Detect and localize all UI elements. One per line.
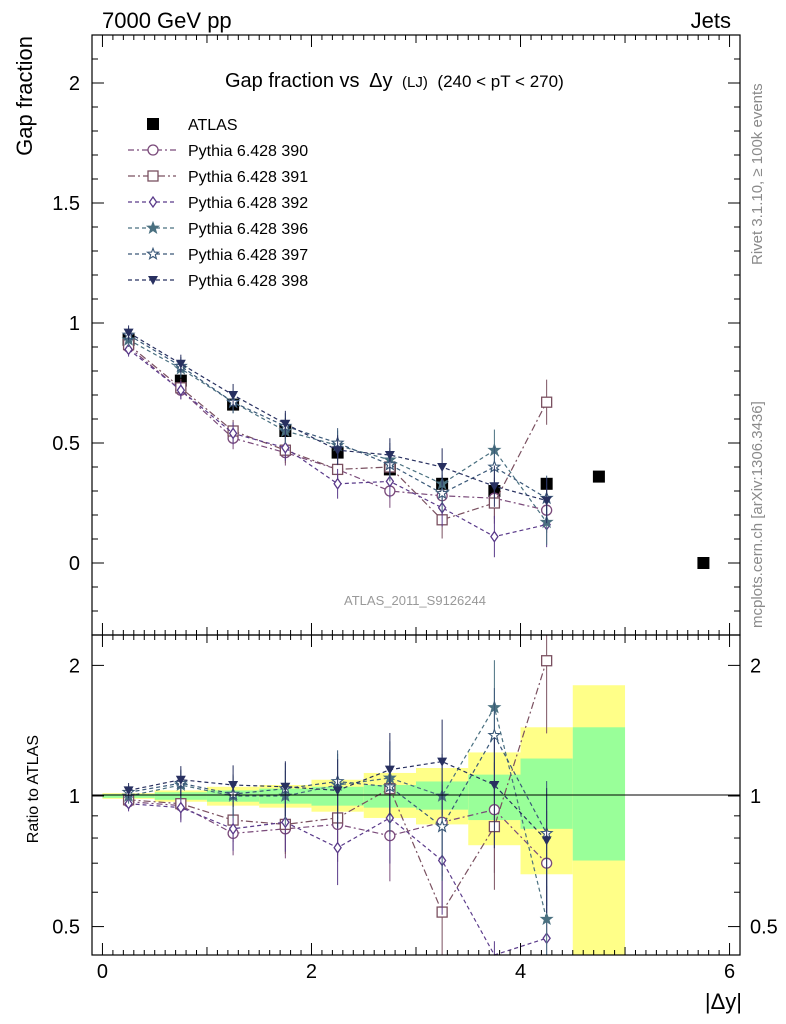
group-label: Jets [691, 8, 731, 33]
legend-entry: Pythia 6.428 392 [128, 195, 308, 212]
data-point [489, 482, 500, 492]
green-band [572, 727, 626, 861]
data-point [592, 470, 605, 483]
data-point [541, 836, 552, 846]
legend-label: Pythia 6.428 391 [188, 169, 308, 186]
data-point [333, 841, 342, 854]
data-point [539, 911, 554, 926]
data-point [384, 765, 395, 775]
legend-entry: Pythia 6.428 391 [128, 169, 308, 186]
legend-entry: Pythia 6.428 390 [128, 143, 308, 160]
x-axis-label: |Δy| [705, 989, 742, 1014]
data-point [228, 822, 238, 835]
title-delta: Δy [369, 70, 392, 92]
data-point [540, 396, 553, 408]
title-range: (240 < pT < 270) [437, 72, 563, 91]
main-series-0 [122, 333, 710, 569]
x-tick-label: 6 [724, 961, 735, 983]
data-point [123, 328, 134, 338]
analysis-id: ATLAS_2011_S9126244 [344, 593, 486, 608]
ratio-y-tick-label: 1 [69, 786, 80, 808]
main-y-axis-label: Gap fraction [12, 36, 37, 156]
mcplots-label: mcplots.cern.ch [arXiv:1306.3436] [749, 401, 766, 628]
energy-label: 7000 GeV pp [102, 8, 232, 33]
legend-label: Pythia 6.428 396 [188, 221, 308, 238]
data-point [228, 391, 239, 400]
x-tick-label: 4 [515, 961, 526, 983]
data-point [437, 757, 448, 767]
data-point [145, 220, 161, 234]
legend: ATLAS Pythia 6.428 390 Pythia 6.428 391 Pyt… [128, 117, 308, 290]
title-main: Gap fraction vs [225, 70, 360, 92]
data-point [147, 170, 159, 182]
ratio-y-tick-label: 0.5 [52, 917, 80, 939]
data-point [540, 655, 553, 667]
data-point [123, 786, 134, 796]
data-point [332, 446, 343, 456]
data-point [228, 781, 239, 791]
legend-entry: Pythia 6.428 397 [128, 246, 308, 264]
legend-label: Pythia 6.428 390 [188, 143, 308, 160]
rivet-version-label: Rivet 3.1.10, ≥ 100k events [749, 83, 766, 265]
legend-label: ATLAS [188, 117, 238, 134]
chart-title: Gap fraction vs Δy (LJ) (240 < pT < 270) [225, 70, 564, 92]
data-point [437, 463, 448, 472]
legend-label: Pythia 6.428 398 [188, 273, 308, 290]
legend-label: Pythia 6.428 392 [188, 195, 308, 212]
data-point [697, 557, 710, 569]
series-line [128, 348, 547, 538]
data-point [124, 343, 133, 356]
ratio-series-5 [123, 719, 552, 914]
series-line [128, 339, 548, 523]
legend-label: Pythia 6.428 397 [188, 247, 308, 264]
ratio-y-tick-label: 2 [69, 655, 80, 677]
data-point [176, 384, 186, 397]
y-tick-label: 1.5 [52, 193, 80, 215]
data-point [145, 246, 161, 260]
data-point [228, 427, 238, 440]
data-point [490, 530, 499, 543]
data-point [384, 451, 395, 460]
data-point [281, 441, 290, 454]
data-point [435, 819, 450, 833]
main-series-6 [123, 325, 552, 524]
data-point [332, 786, 343, 796]
x-tick-label: 2 [306, 961, 317, 983]
data-point [148, 276, 158, 285]
data-point [435, 485, 450, 500]
data-point [147, 118, 159, 130]
data-marks [121, 325, 710, 956]
legend-entry: Pythia 6.428 398 [128, 273, 308, 290]
data-point [175, 359, 186, 369]
y-tick-label: 2 [69, 73, 80, 95]
data-point [147, 144, 159, 156]
ratio-y-tick-label-right: 2 [750, 655, 761, 677]
data-point [148, 195, 158, 209]
data-point [175, 775, 186, 785]
data-point [487, 727, 502, 742]
ratio-y-tick-label-right: 1 [750, 786, 761, 808]
data-point [541, 496, 552, 506]
data-point [280, 419, 291, 429]
x-tick-label: 0 [97, 961, 108, 983]
y-tick-label: 0 [69, 553, 80, 575]
axis-ticks: 0 2 4 6 0 0.5 1 1.5 2 0.5 0.5 1 1 2 2 [52, 34, 778, 983]
y-tick-label: 0.5 [52, 433, 80, 455]
data-point [280, 782, 291, 792]
ratio-y-tick-label-right: 0.5 [750, 917, 778, 939]
legend-entry: Pythia 6.428 396 [128, 220, 308, 238]
data-point [176, 801, 186, 814]
legend-entry: ATLAS [147, 117, 238, 134]
data-point [489, 781, 500, 791]
y-tick-label: 1 [69, 313, 80, 335]
ratio-y-axis-label: Ratio to ATLAS [25, 735, 42, 843]
data-point [333, 477, 342, 490]
title-sub: (LJ) [402, 74, 428, 91]
